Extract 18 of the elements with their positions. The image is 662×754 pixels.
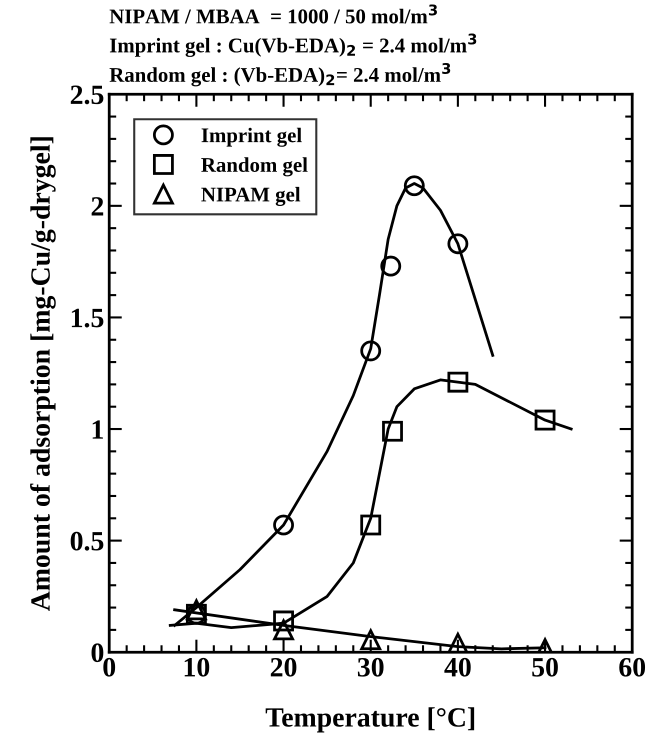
x-tick-label: 20 [270,658,296,677]
legend-label: NIPAM gel [201,186,300,206]
y-axis-title: Amount of adsorption [mg-Cu/g-drygel] [30,137,56,611]
y-tick-label: 0.5 [70,532,104,551]
y-tick-label: 2 [92,197,104,216]
chart-title: NIPAM / MBAA = 1000 / 50 mol/m$^{3}$ Imprint gel : Cu(Vb-EDA)$_{2}$ = 2.4 mol/m$^{3}$ Random gel : (Vb-EDA)$_{2}$= 2.4 mol/m$^{3}$ [110,4,476,86]
y-tick-label: 1.5 [72,308,104,328]
y-tick-label: 0 [92,643,104,662]
x-tick-label: 30 [358,658,384,677]
x-tick-label: 50 [532,658,558,677]
legend-label: Imprint gel [202,128,302,147]
y-tick-label: 2.5 [70,85,104,104]
x-tick-label: 10 [184,658,210,677]
x-axis-title: Temperature [°C] [266,707,474,732]
x-tick-label: 60 [619,658,646,677]
legend-label: Random gel [201,157,308,176]
x-tick-label: 40 [444,658,471,677]
y-tick-label: 1 [92,420,103,439]
